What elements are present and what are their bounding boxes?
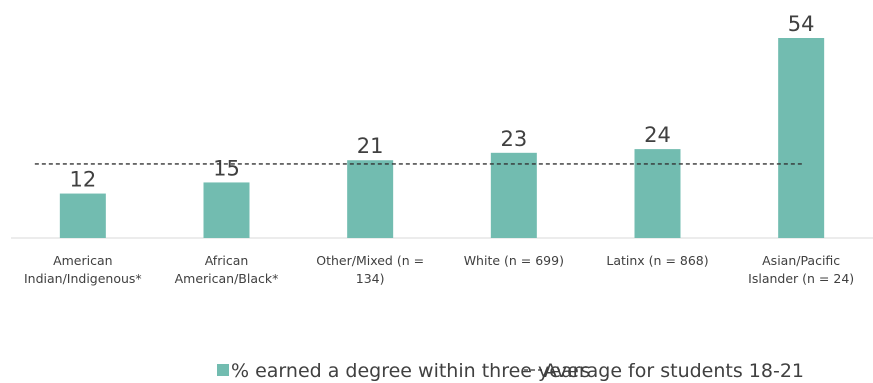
category-label-2: Other/Mixed (n = 134) bbox=[316, 253, 424, 286]
category-labels-group: American Indian/Indigenous* African America… bbox=[24, 253, 854, 286]
category-label-4: Latinx (n = 868) bbox=[606, 253, 708, 268]
bar-0 bbox=[59, 193, 106, 238]
legend-label-bar: % earned a degree within three years bbox=[231, 360, 590, 382]
bar-1 bbox=[203, 182, 250, 238]
bar-value-label-2: 21 bbox=[357, 134, 384, 158]
bar-3 bbox=[490, 152, 537, 238]
legend-swatch-bar bbox=[217, 364, 229, 376]
category-label-3: White (n = 699) bbox=[464, 253, 564, 268]
legend: % earned a degree within three years Ave… bbox=[217, 360, 804, 382]
bar-value-label-3: 23 bbox=[500, 127, 527, 151]
bar-5 bbox=[778, 38, 825, 238]
category-label-1: African American/Black* bbox=[175, 253, 279, 286]
legend-label-average: Average for students 18-21 bbox=[544, 360, 804, 382]
category-label-0: American Indian/Indigenous* bbox=[24, 253, 142, 286]
bar-value-label-4: 24 bbox=[644, 123, 671, 147]
category-label-5: Asian/Pacific Islander (n = 24) bbox=[748, 253, 854, 286]
bar-4 bbox=[634, 149, 681, 238]
bar-2 bbox=[347, 160, 394, 238]
bar-value-label-5: 54 bbox=[788, 12, 815, 36]
value-labels-group: 12 15 21 23 24 54 bbox=[69, 12, 814, 192]
bar-value-label-1: 15 bbox=[213, 156, 240, 180]
bar-value-label-0: 12 bbox=[69, 168, 96, 192]
bars-group bbox=[59, 38, 825, 238]
